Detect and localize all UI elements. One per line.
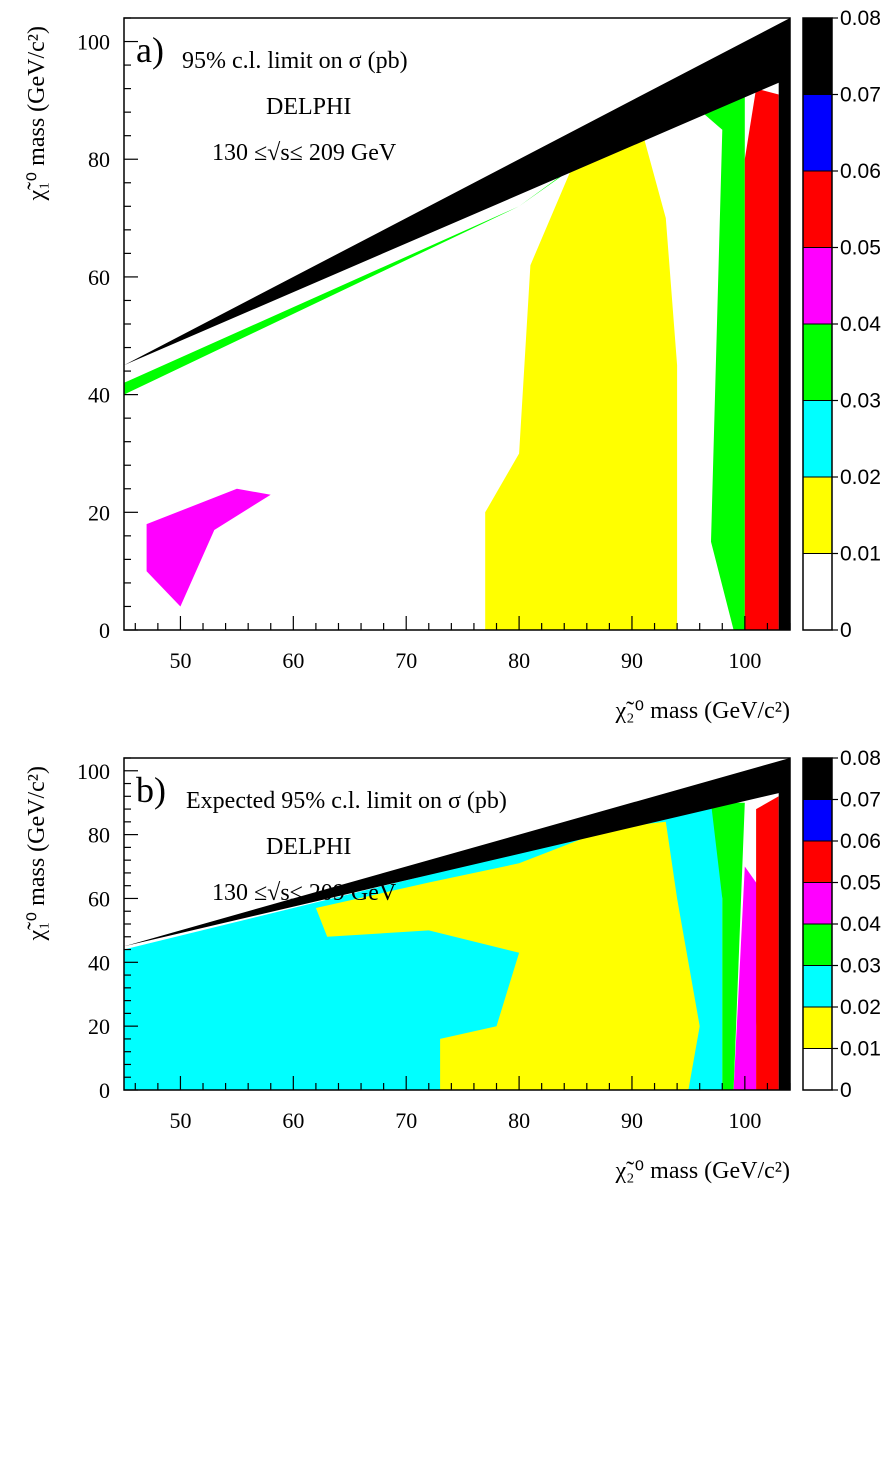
panel-label: a) [136,30,164,70]
colorbar-tick-label: 0.06 [840,830,881,853]
colorbar-bin [802,965,833,1008]
y-axis-title: χ̃₁⁰ mass (GeV/c²) [24,766,50,941]
heatmap-region [124,758,790,1090]
heatmap-region [315,821,700,1090]
panel-label: b) [136,770,166,810]
x-tick-label: 50 [169,1108,191,1133]
colorbar-bin [802,170,833,248]
x-tick-label: 60 [282,1108,304,1133]
colorbar-tick-label: 0.05 [840,872,881,895]
colorbar-tick-label: 0.03 [840,955,881,978]
colorbar-tick-label: 0.02 [840,466,881,489]
y-tick-label: 100 [77,30,110,55]
y-tick-label: 100 [77,759,110,784]
colorbar-tick-label: 0.04 [840,313,881,336]
colorbar-bin [802,323,833,401]
y-tick-label: 40 [88,950,110,975]
x-axis-title: χ̃₂⁰ mass (GeV/c²) [615,698,790,724]
heatmap-region [124,18,790,630]
x-tick-label: 90 [621,648,643,673]
colorbar-tick-label: 0.07 [840,789,881,812]
y-tick-label: 20 [88,500,110,525]
x-tick-label: 60 [282,648,304,673]
annotation: 130 ≤√s≤ 209 GeV [212,140,397,166]
y-tick-label: 40 [88,383,110,408]
x-tick-label: 80 [508,648,530,673]
colorbar-bin [802,17,833,95]
colorbar-bin [802,882,833,925]
panel-a: 50 60 70 80 90 100 0 20 40 60 80 100 χ̃₂⁰ mass (GeV/… [24,7,881,724]
unphysical-region [124,18,788,362]
annotation: DELPHI [266,94,351,120]
y-tick-label: 0 [99,618,110,643]
y-tick-label: 80 [88,147,110,172]
colorbar-bin [802,94,833,172]
colorbar-bin [802,799,833,842]
colorbar-tick-label: 0.03 [840,390,881,413]
x-tick-label: 70 [395,648,417,673]
colorbar-tick-label: 0.02 [840,996,881,1019]
y-tick-label: 20 [88,1014,110,1039]
annotation: DELPHI [266,834,351,860]
heatmap-region [711,802,745,1090]
heatmap-layer [124,758,790,1090]
colorbar-tick-label: 0.08 [840,747,881,770]
colorbar-tick-label: 0.08 [840,7,881,30]
colorbar-tick-label: 0 [840,619,852,642]
colorbar-tick-label: 0.06 [840,160,881,183]
panel-b: 50 60 70 80 90 100 0 20 40 60 80 100 χ̃₂⁰ mass (GeV/… [24,747,881,1184]
colorbar-bin [802,757,833,800]
colorbar-tick-label: 0.04 [840,913,881,936]
y-tick-label: 60 [88,265,110,290]
colorbar-tick-label: 0.01 [840,543,881,566]
x-tick-label: 70 [395,1108,417,1133]
heatmap-layer [124,18,790,630]
heatmap-region [744,88,779,630]
colorbar-bin [802,553,833,631]
x-tick-label: 100 [728,648,761,673]
heatmap-region [485,123,678,630]
colorbar-bin [802,923,833,966]
y-tick-label: 60 [88,886,110,911]
y-tick-label: 0 [99,1078,110,1103]
colorbar-bin [802,476,833,554]
colorbar-bin [802,247,833,325]
y-axis-title: χ̃₁⁰ mass (GeV/c²) [24,26,50,201]
x-tick-label: 80 [508,1108,530,1133]
heatmap-region [756,796,779,1090]
colorbar-tick-label: 0 [840,1079,852,1102]
colorbar-bin [802,1006,833,1049]
annotation: 130 ≤√s≤ 209 GeV [212,880,397,906]
x-tick-label: 50 [169,648,191,673]
colorbar-bin [802,840,833,883]
x-axis-title: χ̃₂⁰ mass (GeV/c²) [615,1158,790,1184]
colorbar-tick-label: 0.01 [840,1038,881,1061]
unphysical-region [124,758,788,945]
colorbar-bin [802,400,833,478]
x-tick-label: 100 [728,1108,761,1133]
heatmap-region [146,488,271,607]
colorbar-tick-label: 0.05 [840,237,881,260]
colorbar-bin [802,1048,833,1091]
x-tick-label: 90 [621,1108,643,1133]
y-tick-label: 80 [88,823,110,848]
annotation: Expected 95% c.l. limit on σ (pb) [186,788,507,814]
colorbar-tick-label: 0.07 [840,84,881,107]
annotation: 95% c.l. limit on σ (pb) [182,48,408,74]
